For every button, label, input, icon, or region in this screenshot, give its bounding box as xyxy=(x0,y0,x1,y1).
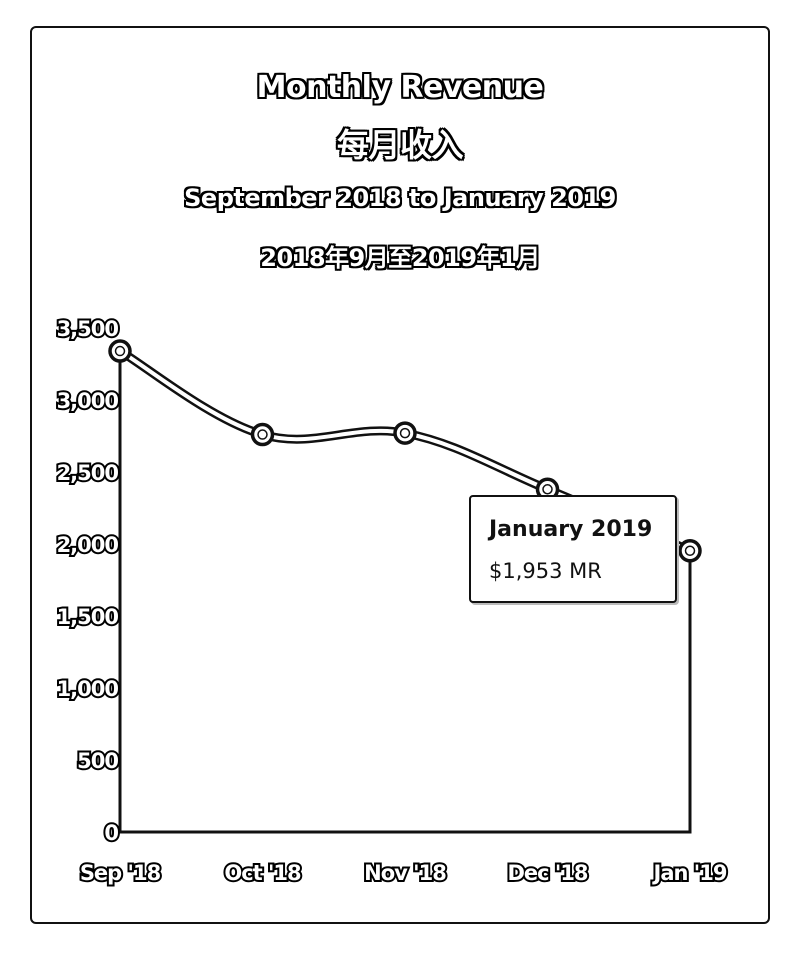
x-tick-label: Dec '18 xyxy=(507,861,587,885)
tooltip-title: January 2019 xyxy=(489,517,653,542)
y-tick-label: 3,500 xyxy=(57,317,119,341)
x-tick-label: Nov '18 xyxy=(364,861,446,885)
data-point-inner-4 xyxy=(684,545,696,557)
y-tick-label: 2,000 xyxy=(57,533,119,557)
x-tick-label: Oct '18 xyxy=(224,861,301,885)
y-tick-label: 3,000 xyxy=(57,389,119,413)
y-tick-label: 1,000 xyxy=(57,677,119,701)
data-point-inner-1 xyxy=(257,429,268,440)
y-tick-label: 2,500 xyxy=(57,461,119,485)
tooltip-value: $1,953 MR xyxy=(489,559,602,583)
y-tick-label: 500 xyxy=(77,749,118,773)
chart-subtitle: September 2018 to January 2019 xyxy=(184,184,616,212)
chart-title-cn: 每月收入 xyxy=(336,126,464,164)
x-tick-label: Jan '19 xyxy=(652,861,727,885)
chart-tooltip: January 2019 $1,953 MR xyxy=(469,495,677,603)
data-point-inner-3 xyxy=(542,484,553,495)
y-tick-label: 1,500 xyxy=(57,605,119,629)
chart-title: Monthly Revenue xyxy=(256,70,544,105)
chart-subtitle-cn: 2018年9月至2019年1月 xyxy=(260,244,540,272)
y-tick-label: 0 xyxy=(104,821,118,845)
x-tick-label: Sep '18 xyxy=(80,861,161,885)
data-point-inner-0 xyxy=(114,345,126,357)
data-point-inner-2 xyxy=(399,427,411,439)
